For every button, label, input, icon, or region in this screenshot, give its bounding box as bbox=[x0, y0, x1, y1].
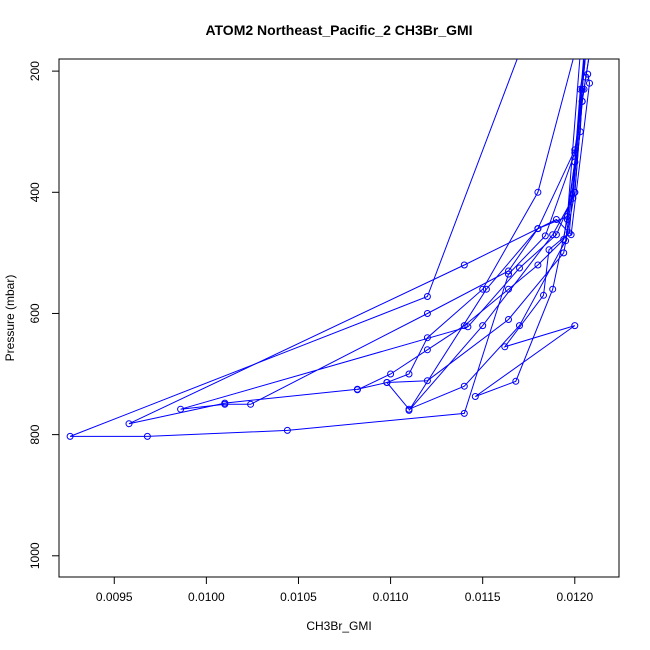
data-point bbox=[576, 85, 584, 93]
data-point bbox=[505, 267, 512, 275]
data-point bbox=[552, 216, 560, 223]
data-point bbox=[387, 370, 395, 378]
data-point bbox=[578, 85, 586, 93]
data-point bbox=[479, 285, 487, 293]
data-point bbox=[571, 322, 579, 330]
x-tick-label: 0.0120 bbox=[556, 590, 593, 604]
data-point bbox=[460, 409, 468, 417]
data-point bbox=[567, 231, 575, 239]
data-point bbox=[571, 158, 579, 166]
data-point bbox=[516, 264, 523, 272]
data-point bbox=[534, 225, 542, 233]
x-tick-label: 0.0100 bbox=[188, 590, 225, 604]
data-point bbox=[576, 128, 584, 136]
data-point bbox=[353, 385, 361, 393]
data-point bbox=[549, 231, 557, 239]
data-point bbox=[563, 216, 571, 223]
data-point bbox=[586, 79, 593, 87]
data-point bbox=[464, 323, 472, 331]
data-point bbox=[569, 194, 577, 202]
data-point bbox=[247, 400, 255, 408]
data-point bbox=[505, 316, 512, 323]
x-tick-label: 0.0105 bbox=[280, 590, 317, 604]
data-point bbox=[482, 285, 490, 293]
data-point bbox=[512, 377, 520, 385]
series-line-1 bbox=[357, 59, 586, 391]
y-tick-label: 400 bbox=[28, 182, 42, 202]
y-tick-label: 800 bbox=[28, 424, 42, 444]
y-tick-label: 200 bbox=[28, 61, 42, 81]
data-point bbox=[177, 405, 185, 413]
data-point bbox=[221, 399, 229, 407]
series-line-5 bbox=[408, 59, 586, 411]
data-point bbox=[460, 261, 468, 269]
data-point bbox=[560, 249, 568, 257]
data-point bbox=[423, 293, 431, 300]
data-point bbox=[383, 379, 391, 386]
data-point bbox=[540, 291, 547, 299]
data-point bbox=[66, 432, 74, 440]
y-axis: 200 400 600 800 1000 bbox=[28, 61, 60, 569]
x-axis: 0.0095 0.0100 0.0105 0.0110 0.0115 0.0120 bbox=[96, 576, 593, 604]
x-tick-label: 0.0115 bbox=[465, 590, 501, 604]
data-point bbox=[562, 237, 570, 245]
data-point bbox=[423, 377, 431, 385]
data-point bbox=[479, 322, 487, 330]
data-point bbox=[565, 229, 573, 237]
data-point bbox=[505, 270, 512, 278]
y-axis-label: Pressure (mbar) bbox=[3, 275, 17, 362]
chart-title: ATOM2 Northeast_Pacific_2 CH3Br_GMI bbox=[205, 22, 472, 38]
data-point bbox=[283, 426, 291, 434]
data-point bbox=[545, 246, 553, 254]
data-point bbox=[571, 188, 579, 196]
data-point bbox=[534, 261, 542, 269]
series-line-4 bbox=[128, 74, 591, 425]
series-line-6 bbox=[475, 59, 586, 397]
data-point bbox=[560, 236, 568, 243]
data-point bbox=[516, 322, 523, 330]
data-point bbox=[423, 346, 431, 354]
data-point bbox=[460, 322, 468, 330]
data-point bbox=[563, 213, 571, 220]
data-point bbox=[423, 334, 431, 342]
y-tick-label: 1000 bbox=[28, 542, 42, 569]
x-tick-label: 0.0095 bbox=[96, 590, 133, 604]
data-point bbox=[552, 231, 560, 239]
marker-layer bbox=[66, 70, 593, 440]
data-point bbox=[584, 70, 592, 78]
data-point bbox=[471, 393, 479, 400]
data-point bbox=[423, 310, 431, 317]
data-point bbox=[571, 149, 579, 157]
data-point bbox=[501, 343, 509, 351]
data-point bbox=[578, 97, 586, 105]
x-tick-label: 0.0110 bbox=[373, 590, 409, 604]
data-point bbox=[534, 188, 542, 196]
data-point bbox=[505, 285, 512, 293]
x-axis-label: CH3Br_GMI bbox=[306, 619, 371, 633]
data-point bbox=[143, 432, 151, 440]
data-point bbox=[405, 370, 413, 378]
data-point bbox=[571, 146, 579, 154]
data-point bbox=[541, 232, 549, 240]
data-point bbox=[549, 285, 557, 293]
data-point bbox=[405, 405, 413, 413]
data-point bbox=[460, 382, 468, 390]
y-tick-label: 600 bbox=[28, 303, 42, 323]
data-point bbox=[125, 420, 133, 428]
